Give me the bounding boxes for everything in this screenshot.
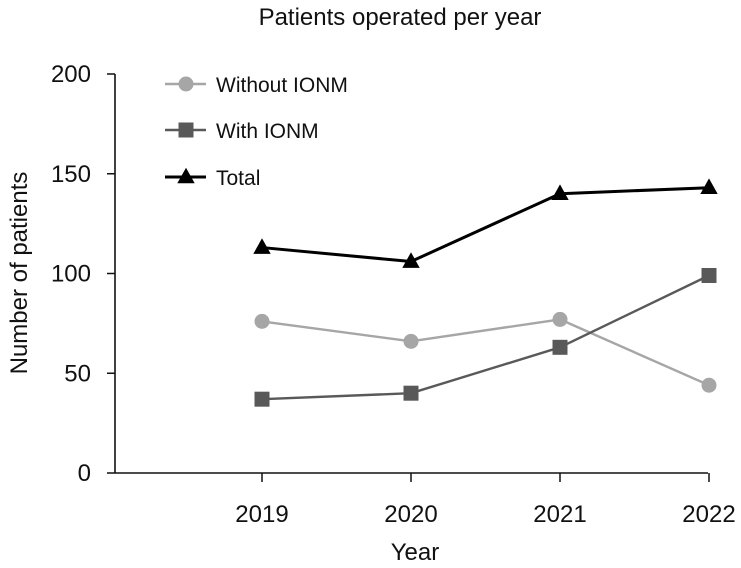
total-point-2021	[551, 184, 569, 200]
legend-item-total: Total	[165, 167, 260, 190]
legend-item-without-ionm: Without IONM	[165, 74, 348, 97]
legend-item-with-ionm: With IONM	[165, 120, 319, 143]
x-axis-label: Year	[391, 539, 440, 566]
series-lines	[253, 178, 718, 407]
y-axis-label: Number of patients	[6, 172, 33, 375]
without-ionm-point-2022	[701, 377, 717, 393]
series-total	[253, 178, 718, 268]
total-point-2019	[253, 238, 271, 254]
without-ionm-point-2020	[403, 333, 419, 349]
with-ionm-point-2021	[552, 339, 568, 355]
x-tick-label-2019: 2019	[235, 501, 288, 528]
total-point-2020	[402, 252, 420, 268]
legend-label-total: Total	[216, 167, 260, 190]
without-ionm-line	[260, 318, 711, 387]
legend-label-with-ionm: With IONM	[216, 120, 319, 143]
series-without-ionm	[254, 311, 717, 393]
total-line	[260, 186, 711, 264]
legend-without-ionm-point-	[178, 76, 194, 92]
with-ionm-point-2022	[701, 267, 717, 283]
total-point-2022	[700, 178, 718, 195]
y-tick-label-0: 0	[78, 460, 91, 487]
axes: 0 50 100 150 200 2019 2020 2021 2022	[51, 61, 736, 528]
without-ionm-point-2019	[254, 313, 270, 329]
legend-label-without-ionm: Without IONM	[216, 74, 348, 97]
chart-title: Patients operated per year	[259, 4, 542, 31]
with-ionm-point-2019	[254, 391, 270, 407]
with-ionm-point-2020	[403, 385, 419, 401]
with-ionm-line	[260, 274, 711, 401]
y-tick-label-100: 100	[51, 261, 91, 288]
without-ionm-point-2021	[552, 311, 568, 327]
legend-total-point-	[177, 167, 195, 184]
legend-with-ionm-point-	[178, 122, 194, 138]
x-tick-label-2022: 2022	[682, 501, 735, 528]
y-tick-label-150: 150	[51, 161, 91, 188]
series-with-ionm	[254, 267, 717, 407]
x-tick-label-2020: 2020	[384, 501, 437, 528]
legend: Without IONM With IONM Total	[165, 74, 348, 190]
x-tick-label-2021: 2021	[533, 501, 586, 528]
y-tick-label-50: 50	[64, 360, 91, 387]
y-tick-label-200: 200	[51, 61, 91, 88]
